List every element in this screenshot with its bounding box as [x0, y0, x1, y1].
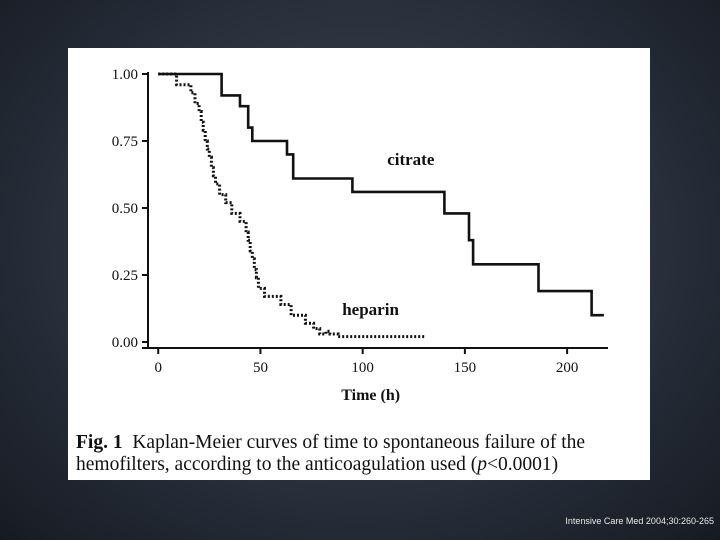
y-tick-label: 1.00 [112, 67, 138, 83]
x-axis-label: Time (h) [341, 387, 400, 404]
series-line-heparin [158, 72, 426, 339]
series-label-citrate: citrate [387, 150, 435, 169]
figure-label: Fig. 1 [76, 432, 123, 453]
y-tick-label: 0.25 [112, 268, 138, 284]
caption-text-2: <0.0001) [487, 454, 559, 475]
caption-p-variable: p [477, 454, 487, 475]
y-tick-label: 0.75 [112, 134, 138, 150]
series-label-heparin: heparin [342, 300, 399, 319]
caption-text-1: Kaplan-Meier curves of time to spontaneo… [76, 432, 586, 475]
series-line-citrate [158, 72, 604, 317]
figure-panel: 0.00 0.25 0.50 0.75 1.00 0 50 100 150 200 Time (h… [68, 48, 650, 480]
figure-caption: Fig. 1 Kaplan-Meier curves of time to sp… [76, 432, 646, 476]
citation-text: Intensive Care Med 2004;30:260-265 [565, 516, 714, 526]
x-tick-label: 150 [454, 360, 477, 376]
y-tick-label: 0.00 [112, 335, 138, 351]
x-tick-label: 50 [253, 360, 268, 376]
x-tick-label: 200 [556, 360, 579, 376]
x-tick-label: 0 [154, 360, 162, 376]
y-tick-label: 0.50 [112, 201, 138, 217]
km-chart: 0.00 0.25 0.50 0.75 1.00 0 50 100 150 200 Time (h… [112, 67, 608, 404]
x-tick-label: 100 [351, 360, 374, 376]
